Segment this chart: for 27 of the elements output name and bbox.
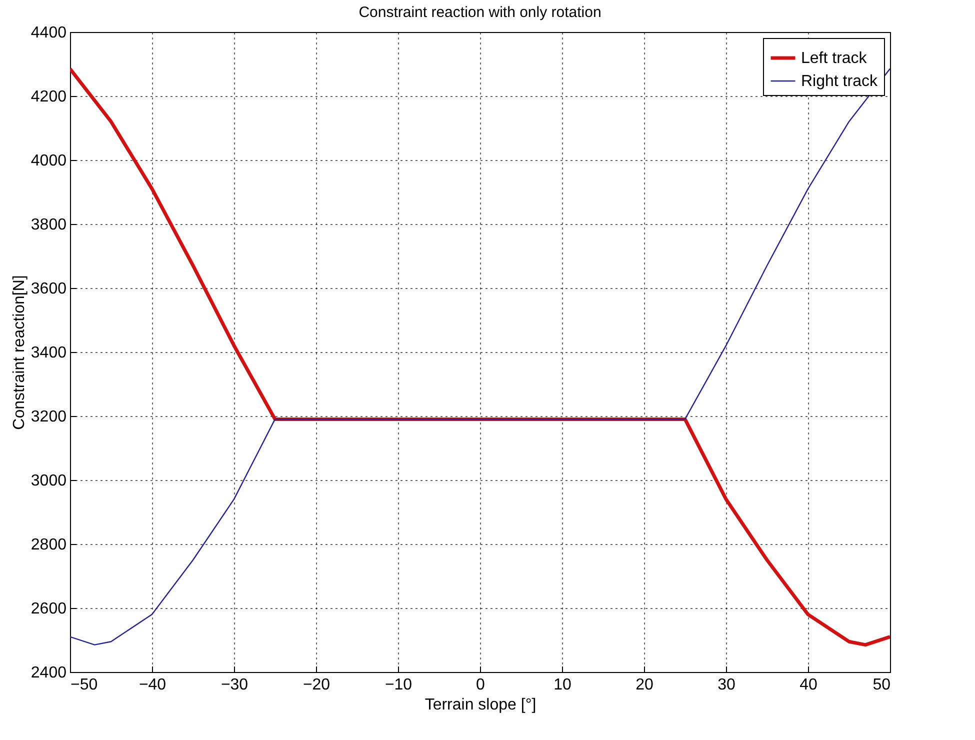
x-tick-label: 10 xyxy=(554,676,572,694)
chart-title: Constraint reaction with only rotation xyxy=(358,4,602,21)
x-tick-label: −40 xyxy=(138,676,166,694)
x-tick-label: −30 xyxy=(220,676,248,694)
y-tick-label: 3600 xyxy=(30,280,67,298)
y-axis-title: Constraint reaction[N] xyxy=(10,275,28,430)
y-tick-label: 2600 xyxy=(30,600,67,618)
y-tick-label: 2800 xyxy=(30,536,67,554)
y-tick-label: 3200 xyxy=(30,408,67,426)
legend-label: Right track xyxy=(801,73,878,90)
x-axis-title: Terrain slope [°] xyxy=(424,696,536,714)
y-tick-label: 3400 xyxy=(30,344,67,362)
x-tick-label: 50 xyxy=(872,676,891,694)
x-tick-label: 30 xyxy=(718,676,736,694)
y-tick-label: 3000 xyxy=(30,472,67,490)
x-tick-label: −10 xyxy=(384,676,412,694)
x-tick-label: −20 xyxy=(302,676,330,694)
x-tick-label: −50 xyxy=(70,676,98,694)
x-tick-label: 0 xyxy=(476,676,486,694)
y-tick-label: 4200 xyxy=(30,88,67,106)
x-tick-label: 40 xyxy=(800,676,818,694)
legend-label: Left track xyxy=(801,50,868,67)
y-tick-label: 2400 xyxy=(30,664,67,682)
y-tick-label: 3800 xyxy=(30,216,67,234)
y-tick-label: 4400 xyxy=(30,24,67,42)
y-tick-label: 4000 xyxy=(30,152,67,170)
x-tick-label: 20 xyxy=(636,676,654,694)
